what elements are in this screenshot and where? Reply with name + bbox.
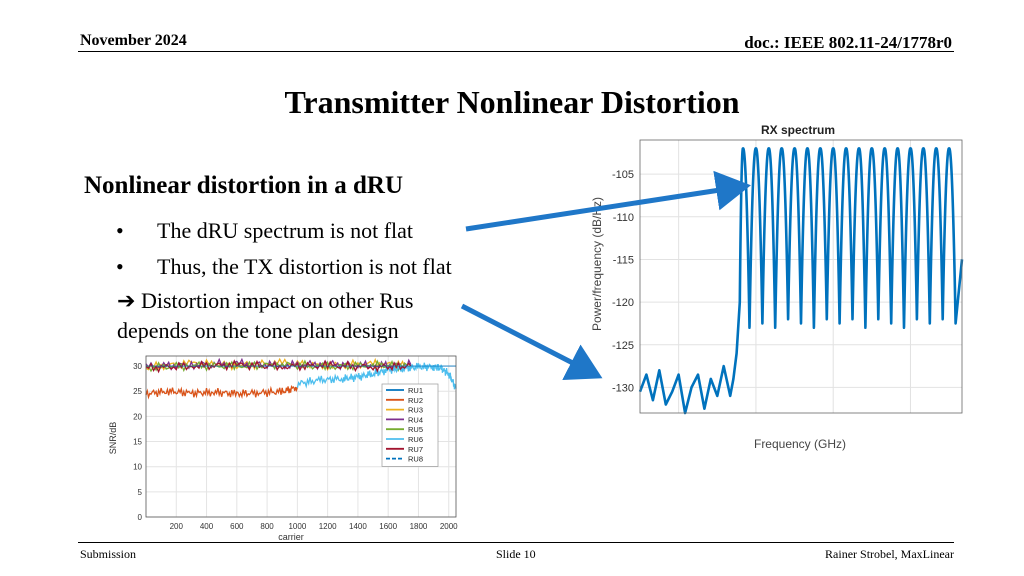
spectrum-ytick-label-1: -110 <box>613 212 634 224</box>
snr-legend-label-ru8: RU8 <box>408 455 423 464</box>
snr-legend-label-ru2: RU2 <box>408 396 423 405</box>
snr-xtick-label-0: 200 <box>170 522 184 531</box>
arrow-to-spectrum-floor <box>460 303 603 381</box>
arrow-to-spectrum-peaks <box>465 170 751 232</box>
spectrum-series-line <box>638 147 964 415</box>
snr-legend-label-ru3: RU3 <box>408 406 423 415</box>
snr-ytick-label-0: 0 <box>138 513 143 522</box>
bullet-marker-2: • <box>116 254 124 279</box>
spectrum-plot-frame <box>639 139 963 414</box>
header-date: November 2024 <box>80 32 187 49</box>
snr-ytick-label-2: 10 <box>133 463 142 472</box>
footer-slide-number: Slide 10 <box>496 547 536 561</box>
slide-title: Transmitter Nonlinear Distortion <box>284 84 740 120</box>
bullet-1: The dRU spectrum is not flat <box>157 218 414 243</box>
snr-xlabel: carrier <box>278 532 304 542</box>
snr-legend-label-ru1: RU1 <box>408 386 423 395</box>
snr-plot-frame <box>145 355 457 518</box>
spectrum-chart: RX spectrum -105 -110 -115 -120 -125 -130 Fre… <box>588 118 968 458</box>
spectrum-title: RX spectrum <box>761 123 835 137</box>
spectrum-ytick-label-5: -130 <box>612 382 634 394</box>
footer-submission: Submission <box>80 547 137 561</box>
implication-line-1: ➔ Distortion impact on other Rus <box>117 288 413 314</box>
snr-ytick-label-5: 25 <box>133 387 142 396</box>
header-doc-id: doc.: IEEE 802.11-24/1778r0 <box>744 33 952 52</box>
implication-text-1: Distortion impact on other Rus <box>140 288 414 313</box>
spectrum-ytick-label-3: -120 <box>612 297 634 309</box>
snr-ytick-label-6: 30 <box>133 362 142 371</box>
snr-xtick-label-3: 800 <box>260 522 274 531</box>
right-arrow-icon: ➔ <box>117 288 136 313</box>
footer-rule <box>78 542 954 543</box>
snr-xtick-label-9: 2000 <box>440 522 458 531</box>
snr-series-ru6 <box>296 362 457 390</box>
snr-xtick-label-1: 400 <box>200 522 214 531</box>
snr-legend-label-ru6: RU6 <box>408 435 423 444</box>
snr-ylabel: SNR/dB <box>108 422 118 455</box>
spectrum-ytick-label-2: -115 <box>613 254 634 266</box>
header-rule <box>78 51 954 52</box>
snr-ytick-label-4: 20 <box>133 412 142 421</box>
spectrum-ylabel: Power/frequency (dB/Hz) <box>590 197 604 331</box>
snr-series-ru2 <box>145 384 299 400</box>
snr-legend-label-ru4: RU4 <box>408 415 423 424</box>
snr-xtick-label-6: 1400 <box>349 522 367 531</box>
snr-legend-label-ru5: RU5 <box>408 425 423 434</box>
snr-legend-box <box>381 383 439 467</box>
snr-xtick-label-5: 1200 <box>319 522 337 531</box>
bullet-2: Thus, the TX distortion is not flat <box>157 254 452 279</box>
content-subheading: Nonlinear distortion in a dRU <box>84 172 404 199</box>
snr-xtick-label-7: 1600 <box>379 522 397 531</box>
spectrum-ytick-label-0: -105 <box>612 169 634 181</box>
snr-xtick-label-4: 1000 <box>288 522 306 531</box>
spectrum-ytick-label-4: -125 <box>612 340 634 352</box>
bullet-marker-1: • <box>116 218 124 243</box>
snr-xtick-label-8: 1800 <box>410 522 428 531</box>
snr-legend-label-ru7: RU7 <box>408 445 423 454</box>
snr-ytick-label-3: 15 <box>133 438 142 447</box>
snr-chart: 200 400 600 800 1000 1200 1400 1600 1800 2000 0 5 10… <box>104 350 460 544</box>
spectrum-xlabel: Frequency (GHz) <box>754 437 846 451</box>
implication-line-2: depends on the tone plan design <box>117 318 399 343</box>
footer-author: Rainer Strobel, MaxLinear <box>825 547 954 561</box>
snr-ytick-label-1: 5 <box>138 488 143 497</box>
snr-xtick-label-2: 600 <box>230 522 244 531</box>
